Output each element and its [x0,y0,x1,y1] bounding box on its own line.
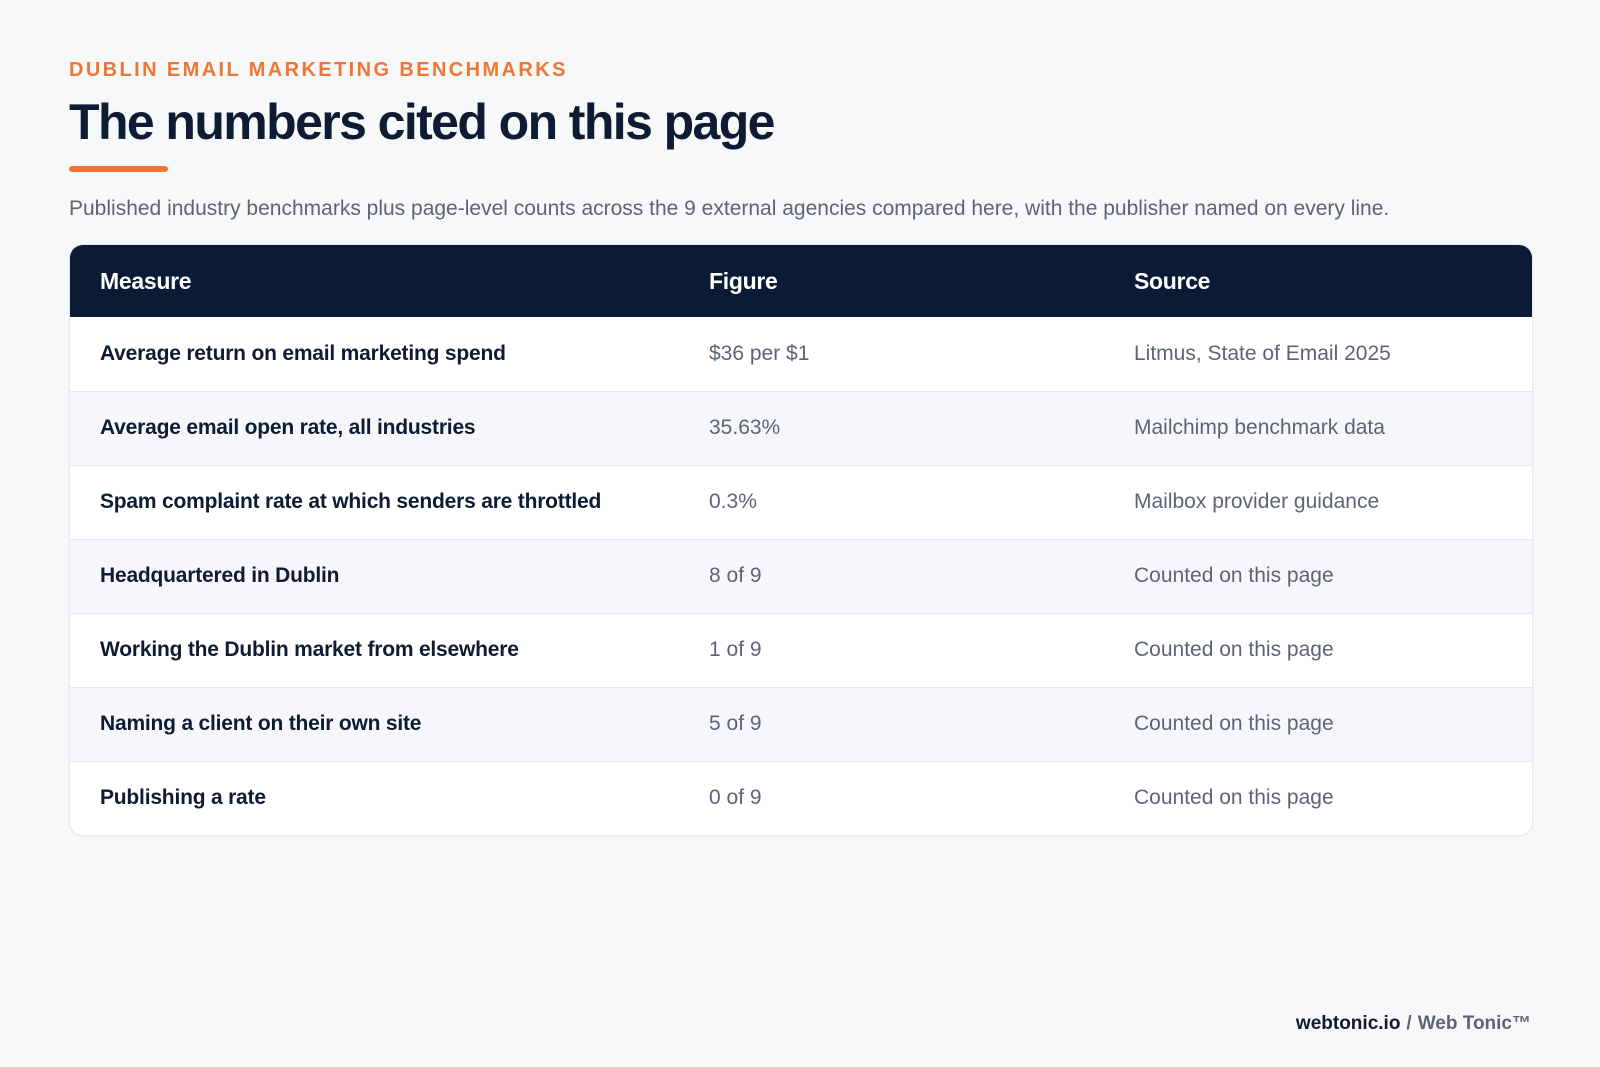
figure-cell: 1 of 9 [709,638,762,661]
source-cell: Mailbox provider guidance [1134,490,1380,513]
table-row: Average return on email marketing spend … [70,317,1532,391]
benchmarks-table: Measure Figure Source Average return on … [70,245,1532,835]
table-row: Spam complaint rate at which senders are… [70,465,1532,539]
source-cell: Litmus, State of Email 2025 [1134,341,1391,365]
column-header-measure: Measure [100,267,192,294]
source-cell: Mailchimp benchmark data [1134,416,1385,439]
figure-cell: 0.3% [709,490,757,513]
source-cell: Counted on this page [1134,712,1334,735]
footer-domain: webtonic.io [1295,1013,1401,1034]
page-title: The numbers cited on this page [69,94,775,150]
measure-cell: Spam complaint rate at which senders are… [100,490,602,513]
column-header-figure: Figure [709,267,778,294]
source-cell: Counted on this page [1134,564,1334,587]
page-subtitle: Published industry benchmarks plus page-… [69,197,1390,220]
figure-cell: 35.63% [709,416,781,439]
column-header-source: Source [1134,267,1211,294]
measure-cell: Naming a client on their own site [100,712,422,735]
benchmarks-table-card: Measure Figure Source Average return on … [69,244,1533,836]
table-row: Average email open rate, all industries … [70,391,1532,465]
source-cell: Counted on this page [1134,786,1334,810]
measure-cell: Headquartered in Dublin [100,564,340,587]
table-row: Naming a client on their own site 5 of 9… [70,687,1532,761]
figure-cell: 0 of 9 [709,786,762,810]
eyebrow-label: DUBLIN EMAIL MARKETING BENCHMARKS [69,59,568,81]
benchmarks-panel: DUBLIN EMAIL MARKETING BENCHMARKS The nu… [69,58,1533,836]
measure-cell: Working the Dublin market from elsewhere [100,638,519,661]
table-row: Publishing a rate 0 of 9 Counted on this… [70,761,1532,835]
figure-cell: 5 of 9 [709,712,762,735]
measure-cell: Average return on email marketing spend [100,341,506,365]
figure-cell: $36 per $1 [709,341,810,365]
table-header: Measure Figure Source [70,245,1532,317]
footer-credit: webtonic.io / Web Tonic™ [1296,1012,1531,1036]
measure-cell: Publishing a rate [100,786,266,810]
accent-underline [69,166,168,172]
table-header-row: Measure Figure Source [70,245,1532,317]
measure-cell: Average email open rate, all industries [100,416,476,439]
table-body: Average return on email marketing spend … [70,317,1532,835]
table-row: Headquartered in Dublin 8 of 9 Counted o… [70,539,1532,613]
footer-brand: Web Tonic™ [1417,1013,1531,1034]
footer-separator: / [1406,1013,1412,1034]
table-row: Working the Dublin market from elsewhere… [70,613,1532,687]
figure-cell: 8 of 9 [709,564,762,587]
source-cell: Counted on this page [1134,638,1334,661]
